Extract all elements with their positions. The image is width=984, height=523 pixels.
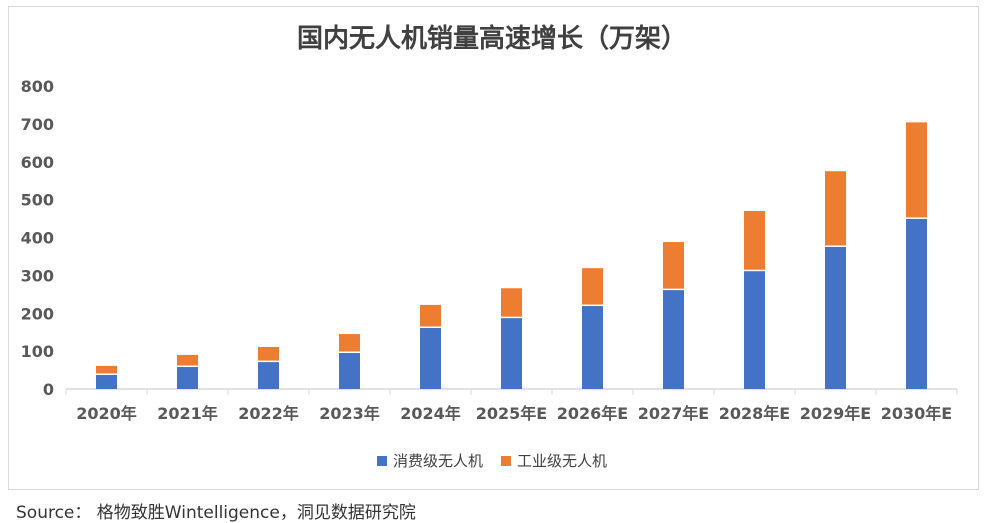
- source-note: Source： 格物致胜Wintelligence，洞见数据研究院: [16, 503, 416, 523]
- bar-consumer: [825, 246, 846, 389]
- bar-consumer: [744, 271, 765, 389]
- y-tick-label: 600: [21, 153, 54, 172]
- y-tick-label: 500: [21, 191, 54, 210]
- bar-consumer: [96, 374, 117, 389]
- bar-industrial: [744, 210, 765, 270]
- x-tick-label: 2022年: [238, 404, 299, 423]
- x-tick-label: 2023年: [319, 404, 380, 423]
- x-tick-label: 2025年E: [476, 404, 547, 423]
- x-tick-label: 2026年E: [557, 404, 628, 423]
- bar-consumer: [258, 362, 279, 389]
- bar-consumer: [177, 367, 198, 389]
- y-tick-label: 300: [21, 266, 54, 285]
- legend-item-consumer: 消费级无人机: [376, 450, 483, 471]
- bar-consumer: [663, 290, 684, 389]
- x-tick-label: 2020年: [76, 404, 137, 423]
- y-tick-label: 200: [21, 304, 54, 323]
- x-tick-label: 2028年E: [719, 404, 790, 423]
- bar-industrial: [582, 268, 603, 305]
- y-tick-label: 400: [21, 229, 54, 248]
- bar-consumer: [906, 218, 927, 389]
- x-tick-label: 2029年E: [800, 404, 871, 423]
- bar-consumer: [339, 353, 360, 389]
- x-tick-label: 2027年E: [638, 404, 709, 423]
- legend-item-industrial: 工业级无人机: [501, 450, 607, 471]
- bar-consumer: [501, 318, 522, 389]
- legend-label: 工业级无人机: [517, 452, 608, 470]
- chart-title: 国内无人机销量高速增长（万架）: [296, 24, 687, 54]
- bar-industrial: [906, 122, 927, 218]
- legend: 消费级无人机 工业级无人机: [0, 450, 984, 471]
- bar-industrial: [339, 334, 360, 352]
- y-tick-label: 100: [21, 342, 54, 361]
- bar-industrial: [420, 304, 441, 327]
- x-tick-label: 2030年E: [881, 404, 952, 423]
- y-tick-label: 700: [21, 115, 54, 134]
- bar-consumer: [582, 306, 603, 389]
- chart-frame: [8, 6, 979, 490]
- x-tick-label: 2024年: [400, 404, 461, 423]
- bar-industrial: [825, 171, 846, 246]
- bar-industrial: [663, 242, 684, 289]
- bar-industrial: [501, 288, 522, 317]
- y-tick-label: 0: [43, 380, 54, 399]
- bar-industrial: [96, 365, 117, 374]
- bar-industrial: [258, 346, 279, 361]
- bar-consumer: [420, 328, 441, 389]
- legend-label: 消费级无人机: [392, 452, 483, 470]
- x-tick-label: 2021年: [157, 404, 218, 423]
- bar-industrial: [177, 354, 198, 366]
- legend-swatch: [376, 456, 387, 466]
- y-tick-label: 800: [21, 77, 54, 96]
- legend-swatch: [501, 456, 511, 466]
